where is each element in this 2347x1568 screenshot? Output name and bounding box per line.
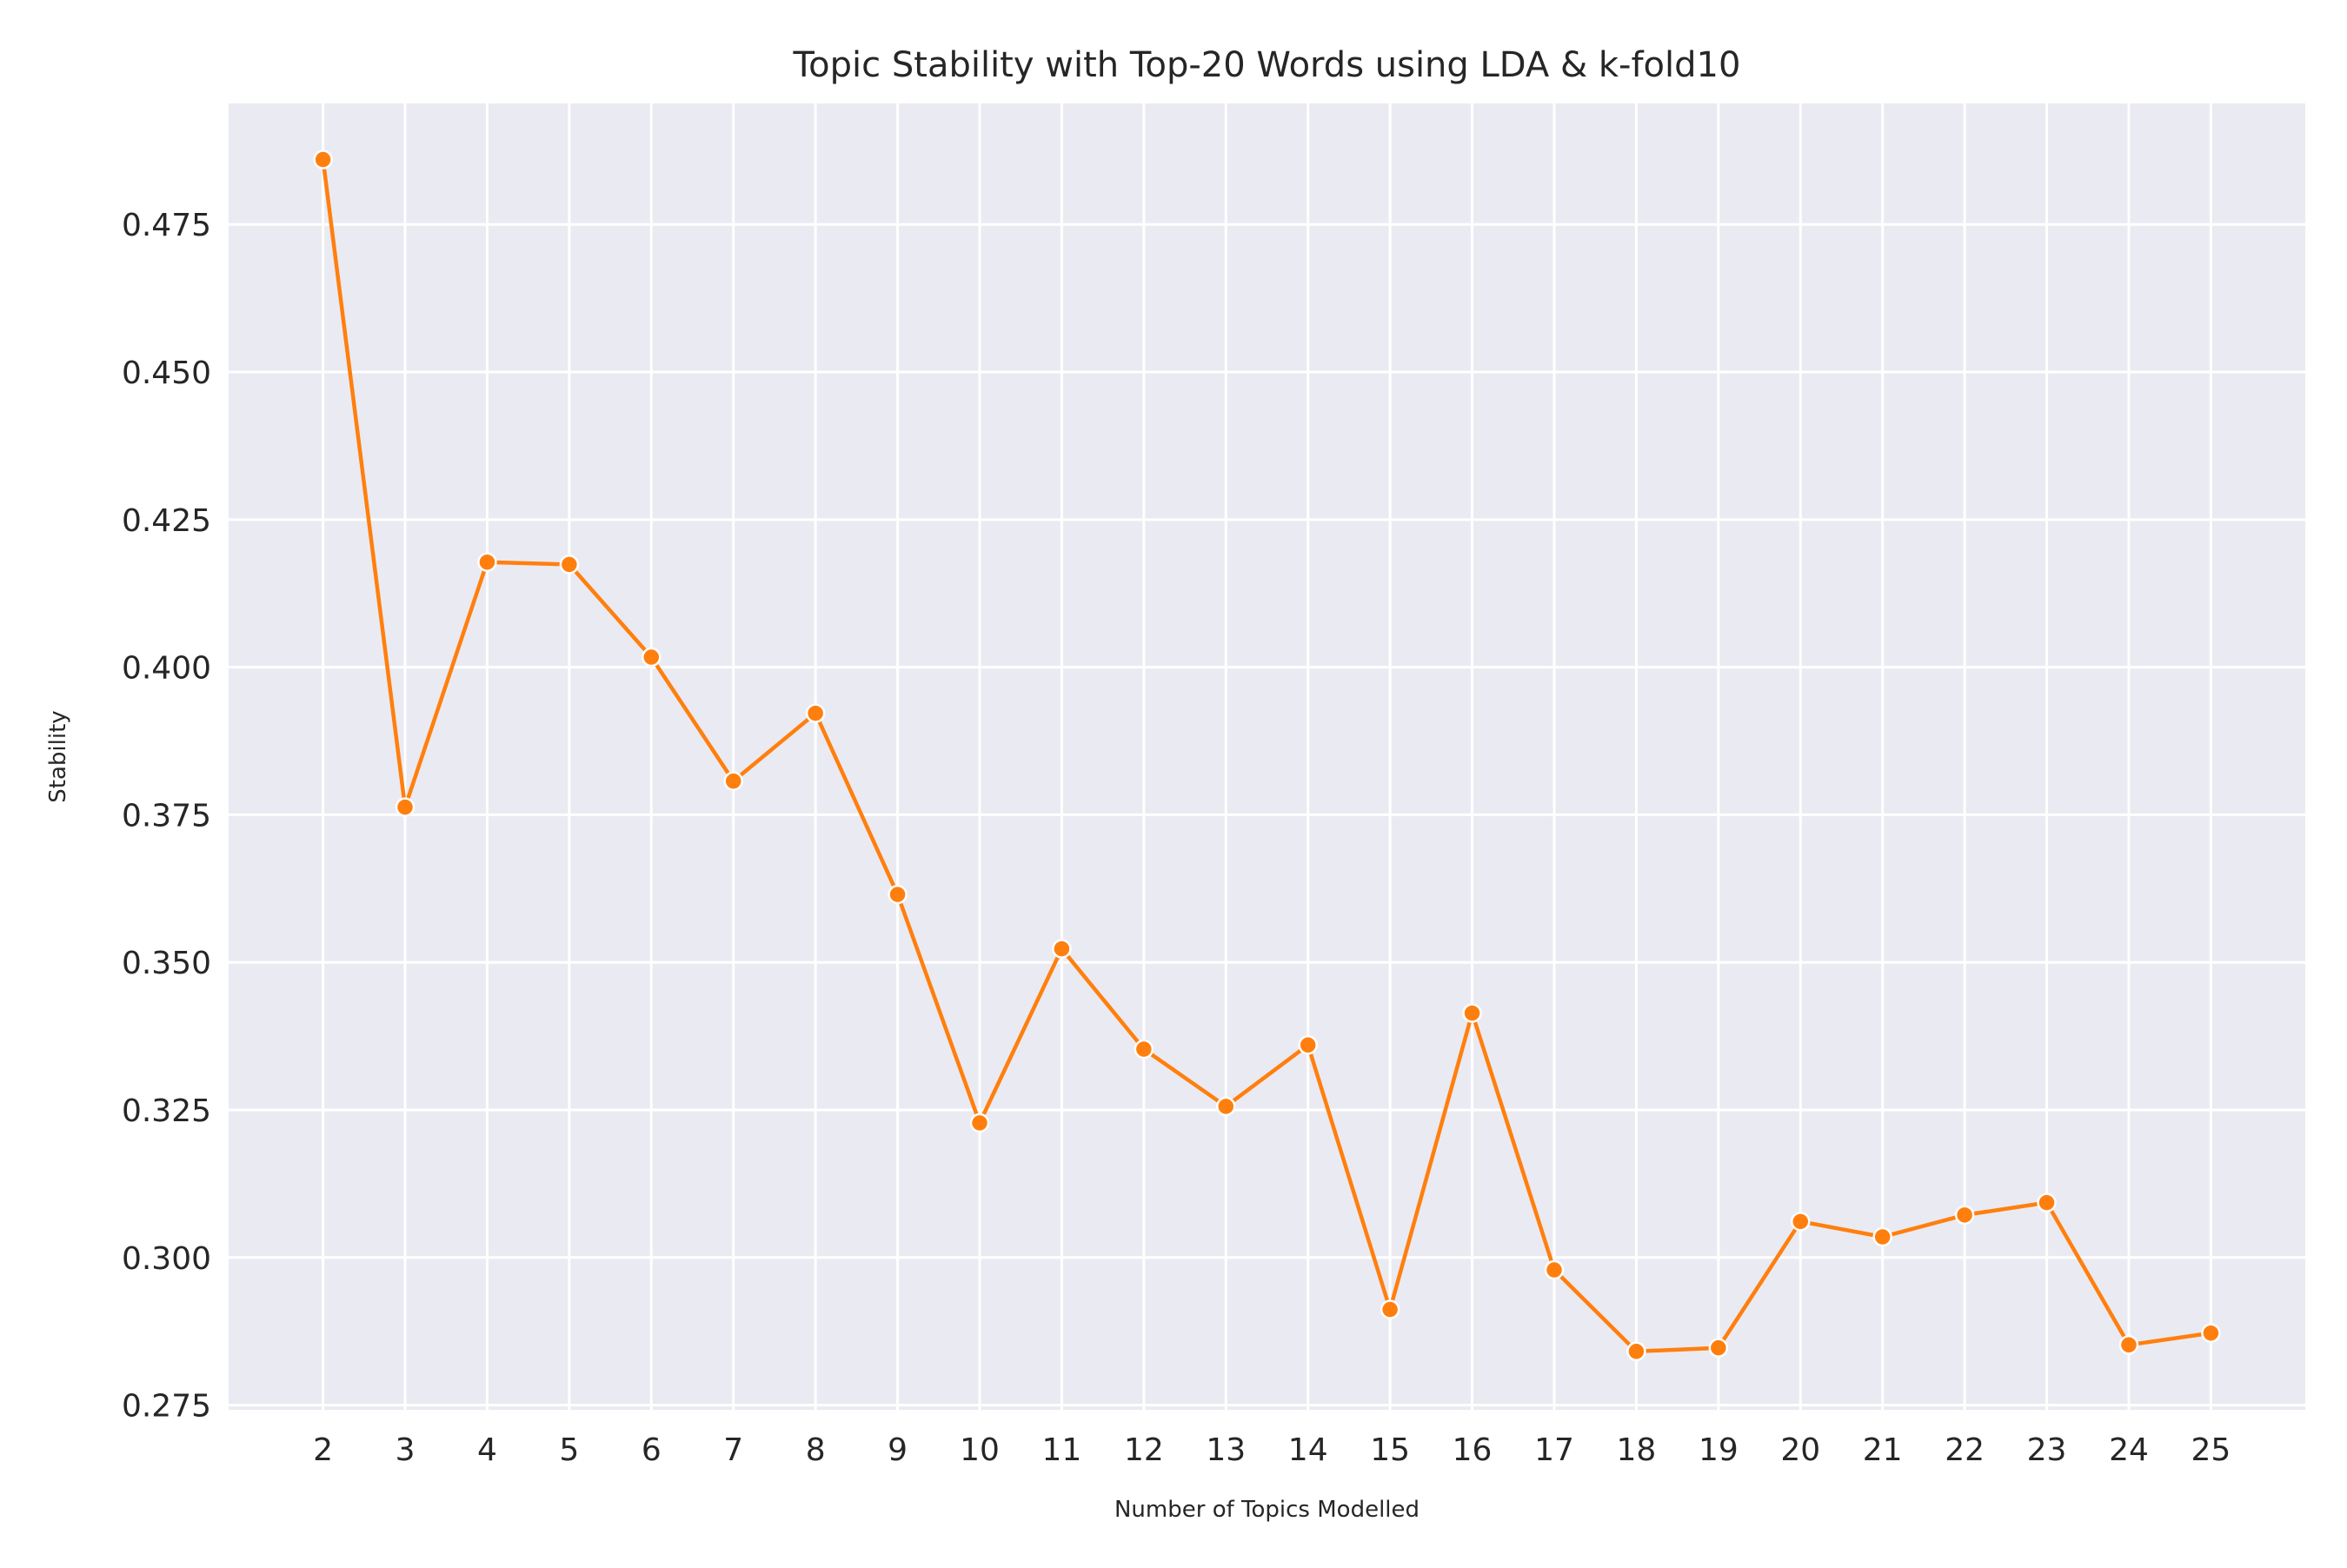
data-point [1791, 1212, 1811, 1232]
y-tick-label: 0.375 [122, 798, 211, 834]
chart-title: Topic Stability with Top-20 Words using … [793, 45, 1741, 85]
x-tick-label: 2 [313, 1432, 333, 1468]
data-point [1216, 1096, 1236, 1117]
data-point [2037, 1193, 2057, 1213]
data-point [1462, 1003, 1482, 1023]
x-tick-label: 21 [1863, 1432, 1903, 1468]
x-tick-label: 24 [2109, 1432, 2149, 1468]
y-tick-label: 0.400 [122, 651, 211, 687]
y-tick-label: 0.325 [122, 1093, 211, 1129]
x-tick-label: 9 [888, 1432, 908, 1468]
y-tick-label: 0.300 [122, 1241, 211, 1277]
x-tick-label: 15 [1370, 1432, 1410, 1468]
data-point [1954, 1205, 1975, 1226]
data-point [313, 149, 333, 169]
data-point [2118, 1335, 2139, 1355]
data-point [805, 703, 826, 723]
data-point [1626, 1341, 1646, 1362]
data-point [1052, 939, 1072, 959]
x-tick-label: 17 [1534, 1432, 1574, 1468]
x-tick-label: 12 [1124, 1432, 1164, 1468]
data-point [559, 555, 580, 575]
x-tick-label: 14 [1288, 1432, 1328, 1468]
y-tick-label: 0.425 [122, 503, 211, 539]
data-point [1544, 1259, 1565, 1280]
x-tick-label: 3 [396, 1432, 416, 1468]
x-tick-label: 7 [723, 1432, 743, 1468]
x-tick-label: 11 [1042, 1432, 1082, 1468]
x-tick-label: 10 [960, 1432, 1000, 1468]
x-tick-label: 18 [1617, 1432, 1657, 1468]
data-point [1380, 1299, 1400, 1319]
data-point [723, 771, 743, 791]
x-tick-label: 13 [1206, 1432, 1246, 1468]
plot-area [229, 103, 2305, 1410]
x-tick-label: 8 [806, 1432, 826, 1468]
grid-lines [229, 103, 2305, 1410]
y-tick-label: 0.475 [122, 208, 211, 243]
x-tick-label: 25 [2191, 1432, 2231, 1468]
y-tick-label: 0.350 [122, 946, 211, 981]
x-axis-ticks: 2 3 4 5 6 7 8 9 10 11 12 13 14 15 16 17 18 19 20 21 22 23 24 25 [313, 1432, 2231, 1468]
series-line [321, 157, 2213, 1354]
series-layer [313, 149, 2221, 1362]
x-tick-label: 20 [1780, 1432, 1820, 1468]
data-point [2201, 1323, 2221, 1343]
x-tick-label: 23 [2027, 1432, 2067, 1468]
x-tick-label: 4 [477, 1432, 497, 1468]
y-axis-ticks: 0.275 0.300 0.325 0.350 0.375 0.400 0.425 0.450… [122, 208, 211, 1424]
data-point [888, 884, 908, 905]
x-tick-label: 19 [1699, 1432, 1739, 1468]
data-point [395, 797, 416, 817]
data-point [1298, 1035, 1318, 1055]
x-tick-label: 6 [642, 1432, 662, 1468]
data-point [1134, 1039, 1154, 1060]
x-axis-label: Number of Topics Modelled [1114, 1497, 1420, 1523]
data-point [477, 552, 497, 572]
data-point [1872, 1226, 1892, 1247]
x-tick-label: 16 [1453, 1432, 1493, 1468]
y-tick-label: 0.275 [122, 1389, 211, 1425]
y-axis-label: Stability [45, 710, 71, 802]
x-tick-label: 22 [1945, 1432, 1985, 1468]
data-point [642, 647, 662, 668]
x-tick-label: 5 [559, 1432, 579, 1468]
data-point [1708, 1338, 1729, 1358]
y-tick-label: 0.450 [122, 355, 211, 391]
data-point [969, 1113, 990, 1133]
